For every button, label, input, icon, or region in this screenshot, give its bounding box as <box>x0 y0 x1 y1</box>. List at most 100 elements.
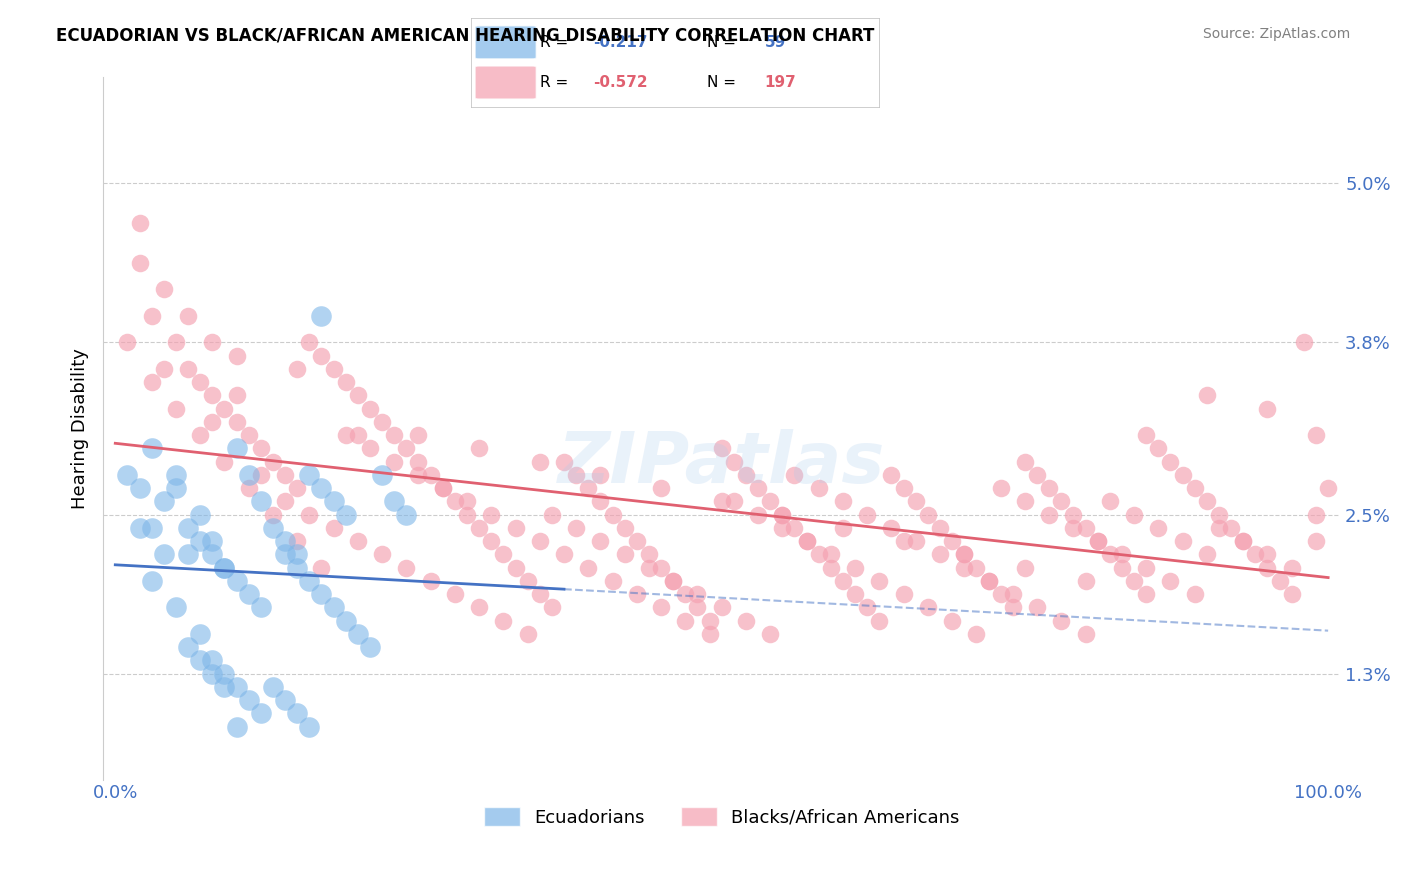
Point <box>1232 534 1254 549</box>
Point <box>941 534 963 549</box>
Point <box>638 548 661 562</box>
Point <box>408 428 430 442</box>
Point <box>347 428 370 442</box>
Point <box>686 600 709 615</box>
Point <box>214 401 236 416</box>
Point <box>832 521 855 535</box>
Point <box>311 587 333 601</box>
Point <box>152 494 174 508</box>
Point <box>419 574 441 588</box>
Point <box>1292 335 1315 350</box>
Point <box>117 335 139 350</box>
Point <box>576 560 599 574</box>
Point <box>516 627 538 641</box>
Point <box>359 640 381 654</box>
Point <box>770 508 793 522</box>
Point <box>783 521 806 535</box>
Point <box>382 455 405 469</box>
Text: -0.217: -0.217 <box>593 36 648 50</box>
Point <box>1038 481 1060 495</box>
Point <box>359 401 381 416</box>
Point <box>152 362 174 376</box>
Point <box>371 548 394 562</box>
Point <box>710 442 733 456</box>
Point <box>868 574 890 588</box>
Point <box>298 720 321 734</box>
Point <box>1123 508 1146 522</box>
Point <box>977 574 1000 588</box>
Text: N =: N = <box>707 76 741 90</box>
Point <box>977 574 1000 588</box>
Point <box>1147 442 1170 456</box>
Point <box>274 494 297 508</box>
Point <box>868 614 890 628</box>
Point <box>492 614 515 628</box>
Point <box>225 349 247 363</box>
Point <box>274 534 297 549</box>
Point <box>1195 388 1218 402</box>
Point <box>990 481 1012 495</box>
Point <box>335 375 357 389</box>
Point <box>335 508 357 522</box>
Point <box>1050 614 1073 628</box>
Point <box>201 666 224 681</box>
Point <box>1184 587 1206 601</box>
Point <box>1098 548 1121 562</box>
Point <box>832 574 855 588</box>
Point <box>1232 534 1254 549</box>
Point <box>285 706 308 721</box>
Point <box>650 560 672 574</box>
Point <box>893 534 915 549</box>
Point <box>347 534 370 549</box>
Point <box>152 548 174 562</box>
Point <box>941 614 963 628</box>
Point <box>188 428 211 442</box>
Point <box>710 600 733 615</box>
Point <box>225 442 247 456</box>
Text: R =: R = <box>540 76 574 90</box>
Point <box>723 494 745 508</box>
Point <box>844 560 866 574</box>
Point <box>201 415 224 429</box>
Point <box>298 574 321 588</box>
Point <box>141 442 163 456</box>
Point <box>117 467 139 482</box>
Point <box>335 614 357 628</box>
Point <box>965 560 987 574</box>
Point <box>662 574 685 588</box>
Point <box>1135 587 1157 601</box>
Point <box>444 587 467 601</box>
Point <box>1074 574 1097 588</box>
Point <box>408 455 430 469</box>
Point <box>238 587 260 601</box>
Point <box>238 467 260 482</box>
Point <box>285 362 308 376</box>
Point <box>1171 534 1194 549</box>
Point <box>214 455 236 469</box>
Point <box>274 693 297 707</box>
Point <box>1026 467 1049 482</box>
Point <box>1281 587 1303 601</box>
Point <box>177 521 200 535</box>
Point <box>1268 574 1291 588</box>
Point <box>1111 560 1133 574</box>
Point <box>735 467 758 482</box>
Point <box>832 494 855 508</box>
Point <box>893 587 915 601</box>
Point <box>1195 548 1218 562</box>
Point <box>856 508 879 522</box>
Point <box>529 534 551 549</box>
Point <box>479 534 502 549</box>
Text: ZIPatlas: ZIPatlas <box>558 429 886 498</box>
Point <box>613 521 636 535</box>
Point <box>541 508 564 522</box>
Point <box>201 335 224 350</box>
Point <box>128 521 150 535</box>
Point <box>285 548 308 562</box>
Point <box>880 521 903 535</box>
Point <box>904 534 927 549</box>
Point <box>201 534 224 549</box>
Point <box>820 548 842 562</box>
Point <box>529 455 551 469</box>
Point <box>322 494 344 508</box>
